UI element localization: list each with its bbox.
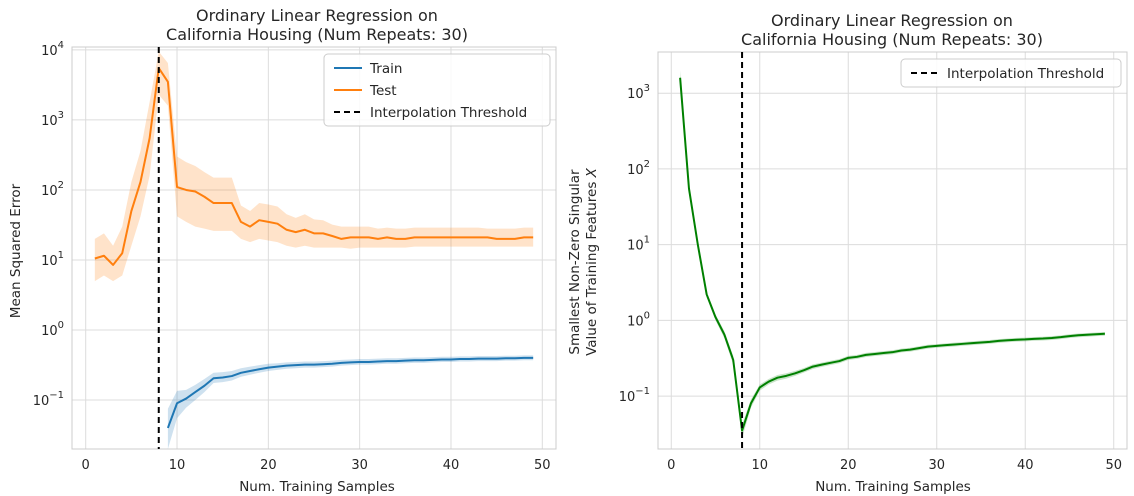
y-tick-label: 100 (627, 310, 650, 329)
y-tick-label: 101 (41, 250, 64, 269)
ylabel-x-symbol: X (584, 167, 600, 178)
mse-chart-xlabel: Num. Training Samples (239, 479, 395, 495)
singular-value-chart-title: Ordinary Linear Regression on California … (741, 11, 1043, 49)
y-tick-label: 101 (627, 235, 650, 254)
y-tick-label: 10−1 (619, 386, 650, 405)
x-tick-label: 40 (1017, 458, 1034, 473)
mse-chart-title-line-2: California Housing (Num Repeats: 30) (166, 25, 468, 44)
x-tick-label: 10 (169, 458, 186, 473)
x-tick-label: 30 (351, 458, 368, 473)
singular-value-chart-title-line-2: California Housing (Num Repeats: 30) (741, 30, 1043, 49)
train-confidence-band (167, 355, 534, 449)
x-tick-label: 40 (443, 458, 460, 473)
singular-value-chart-ylabel: Smallest Non-Zero SingularValue of Train… (567, 167, 600, 356)
y-tick-label: 103 (41, 110, 64, 129)
singular-value-grid (658, 52, 1127, 449)
legend-label: Train (369, 61, 402, 77)
x-tick-label: 0 (82, 458, 90, 473)
y-tick-label: 102 (41, 180, 64, 199)
y-tick-label: 100 (41, 320, 64, 339)
legend-label: Interpolation Threshold (947, 66, 1104, 82)
legend-label: Test (369, 83, 397, 99)
x-tick-label: 0 (667, 458, 675, 473)
singular-value-plot-frame (657, 51, 1128, 450)
mse-chart-title: Ordinary Linear Regression on California … (166, 6, 468, 44)
singular-value-chart-ylabel-line-1: Smallest Non-Zero Singular (567, 169, 583, 355)
mse-chart-ylabel: Mean Squared Error (8, 183, 24, 318)
x-tick-label: 50 (534, 458, 551, 473)
singular-value-chart-xlabel: Num. Training Samples (815, 479, 971, 495)
mse-chart-panel: Ordinary Linear Regression on California … (8, 6, 557, 495)
train-series-line (166, 356, 534, 429)
legend-box (323, 53, 551, 127)
mse-chart-title-line-1: Ordinary Linear Regression on (196, 6, 438, 25)
singular-value-confidence-band (680, 70, 1105, 438)
singular-value-chart-ylabel-line-2: Value of Training Features X (584, 167, 600, 356)
y-tick-label: 104 (41, 40, 64, 59)
singular-value-series-line (679, 77, 1105, 432)
test-confidence-band (94, 51, 534, 282)
y-tick-label: 102 (627, 159, 650, 178)
singular-value-chart-title-line-1: Ordinary Linear Regression on (771, 11, 1013, 30)
mse-legend: Train Test Interpolation Threshold (323, 53, 551, 127)
y-tick-label: 103 (627, 83, 650, 102)
y-tick-label: 10−1 (33, 390, 64, 409)
singular-value-legend: Interpolation Threshold (900, 58, 1122, 88)
x-tick-label: 10 (751, 458, 768, 473)
mse-plot-frame (71, 46, 557, 450)
x-tick-label: 20 (840, 458, 857, 473)
x-tick-label: 20 (260, 458, 277, 473)
legend-box (900, 58, 1122, 88)
x-tick-label: 50 (1105, 458, 1122, 473)
x-tick-label: 30 (928, 458, 945, 473)
singular-value-chart-panel: Ordinary Linear Regression on California … (567, 11, 1128, 495)
legend-label: Interpolation Threshold (370, 105, 527, 121)
